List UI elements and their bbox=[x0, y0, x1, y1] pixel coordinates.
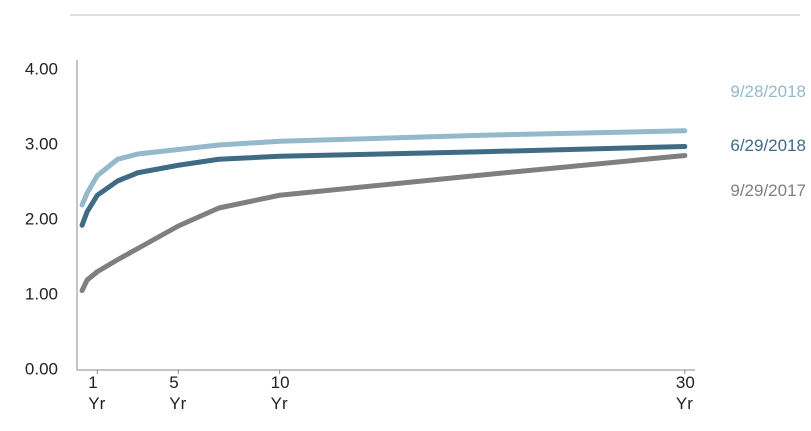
series-label: 6/29/2018 bbox=[730, 136, 806, 155]
y-tick-label: 3.00 bbox=[25, 134, 58, 153]
series-label: 9/29/2017 bbox=[730, 181, 806, 200]
y-tick-label: 0.00 bbox=[25, 359, 58, 378]
series-line bbox=[79, 153, 688, 293]
series-line bbox=[79, 128, 688, 208]
x-tick-label: 5 Yr bbox=[169, 373, 187, 413]
y-tick-label: 4.00 bbox=[25, 59, 58, 78]
x-tick-label: 10 Yr bbox=[270, 373, 290, 413]
series-line bbox=[79, 144, 688, 228]
x-tick-label: 30 Yr bbox=[675, 373, 695, 413]
series-label: 9/28/2018 bbox=[730, 82, 806, 101]
y-tick-label: 1.00 bbox=[25, 284, 58, 303]
x-tick-label: 1 Yr bbox=[88, 373, 106, 413]
y-tick-label: 2.00 bbox=[25, 209, 58, 228]
